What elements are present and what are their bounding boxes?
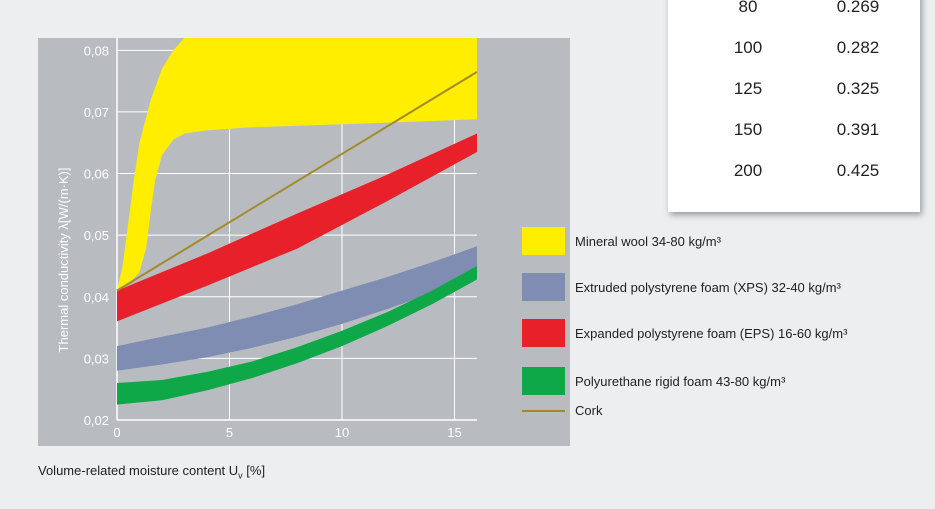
- y-tick-label: 0,06: [84, 167, 109, 182]
- legend-swatch: [522, 273, 565, 301]
- table-cell-value: 0.391: [836, 120, 880, 139]
- table-cell-value: 0.425: [836, 161, 880, 180]
- table-cell-density: 100: [733, 38, 763, 57]
- series-band-xps: [117, 246, 477, 371]
- legend: Mineral wool 34-80 kg/m³ Extruded polysty…: [522, 227, 848, 418]
- y-tick-label: 0,02: [84, 413, 109, 428]
- table-row: 125 0.325: [668, 79, 920, 119]
- y-tick-label: 0,04: [84, 290, 109, 305]
- legend-label: Extruded polystyrene foam (XPS) 32-40 kg…: [575, 280, 842, 295]
- x-tick-label: 15: [447, 425, 461, 440]
- y-tick-label: 0,05: [84, 228, 109, 243]
- y-tick-label: 0,07: [84, 105, 109, 120]
- legend-swatch: [522, 227, 565, 255]
- legend-label: Cork: [575, 403, 603, 418]
- table-cell-density: 200: [733, 161, 763, 180]
- series-band-mineral-wool: [117, 38, 477, 291]
- x-axis-label: Volume-related moisture content Uv [%]: [38, 463, 266, 481]
- table-row: 150 0.391: [668, 120, 920, 160]
- table-row: 100 0.282: [668, 38, 920, 78]
- table-cell-value: 0.269: [836, 0, 880, 16]
- table-cell-density: 125: [733, 79, 763, 98]
- y-axis-label: Thermal conductivity λ[W/(m·K)]: [56, 168, 71, 353]
- tick-labels: 0,02 0,03 0,04 0,05 0,06 0,07 0,08 0 5 10 15: [84, 43, 462, 440]
- legend-swatch: [522, 367, 565, 395]
- data-table-card: 80 0.269 100 0.282 125 0.325 150 0.391 2…: [668, 0, 920, 212]
- series-layer: [116, 38, 478, 405]
- x-tick-label: 5: [226, 425, 233, 440]
- y-tick-label: 0,03: [84, 351, 109, 366]
- series-line-cork: [116, 71, 478, 292]
- table-cell-value: 0.325: [836, 79, 880, 98]
- y-tick-label: 0,08: [84, 43, 109, 58]
- legend-label: Polyurethane rigid foam 43-80 kg/m³: [575, 374, 786, 389]
- legend-label: Mineral wool 34-80 kg/m³: [575, 234, 722, 249]
- series-band-eps: [117, 133, 477, 322]
- table-row: 200 0.425: [668, 161, 920, 201]
- table-cell-density: 80: [738, 0, 758, 16]
- table-row: 80 0.269: [668, 0, 920, 37]
- legend-swatch: [522, 319, 565, 347]
- series-band-pur: [117, 266, 477, 405]
- x-tick-label: 10: [335, 425, 349, 440]
- x-tick-label: 0: [113, 425, 120, 440]
- legend-label: Expanded polystyrene foam (EPS) 16-60 kg…: [575, 326, 848, 341]
- table-cell-density: 150: [733, 120, 763, 139]
- table-cell-value: 0.282: [836, 38, 880, 57]
